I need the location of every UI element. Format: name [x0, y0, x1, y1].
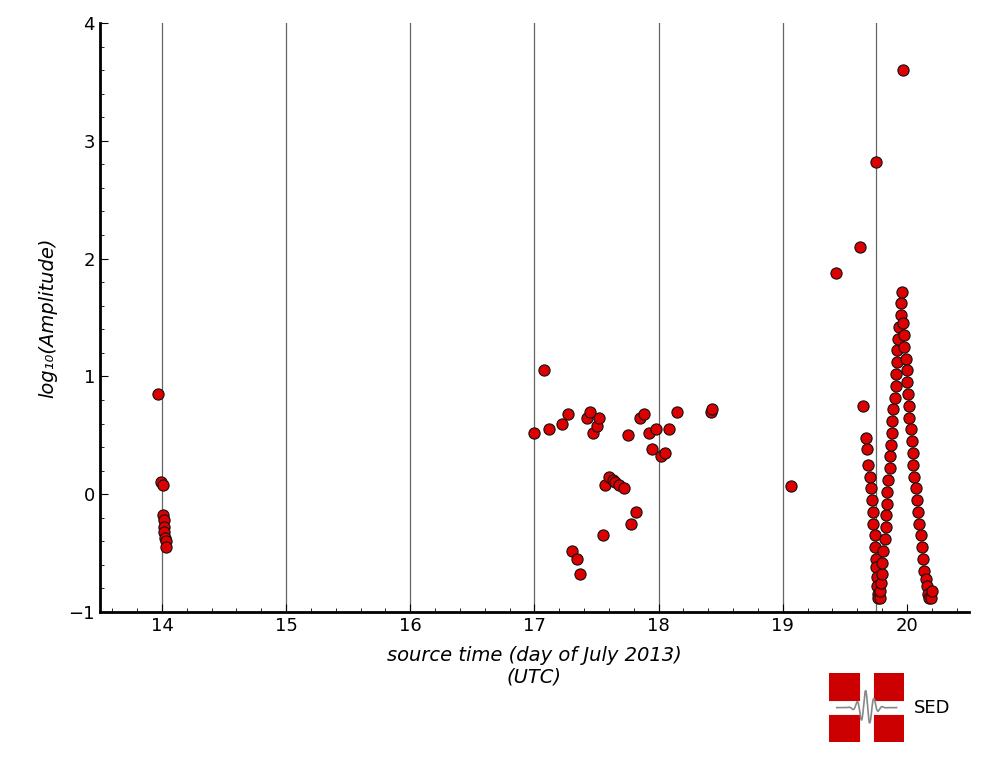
Point: [884, 415, 900, 428]
Point: [898, 353, 914, 365]
Point: [874, 568, 890, 581]
Point: [870, 592, 886, 604]
Point: [899, 364, 915, 376]
Point: [553, 418, 569, 430]
Point: [628, 506, 644, 518]
Point: [669, 405, 685, 418]
Point: [889, 356, 905, 369]
Point: [591, 412, 607, 424]
Point: [607, 477, 623, 489]
Point: [893, 309, 909, 321]
Point: [906, 470, 922, 483]
Point: [158, 536, 174, 548]
Point: [911, 518, 927, 530]
Point: [879, 486, 895, 498]
Point: [597, 479, 613, 491]
Point: [155, 479, 171, 491]
Point: [869, 571, 885, 583]
Point: [644, 443, 660, 455]
Point: [157, 532, 173, 544]
Point: [660, 423, 676, 435]
Point: [909, 494, 925, 506]
Point: [604, 474, 620, 487]
Point: [859, 443, 875, 455]
Point: [153, 477, 169, 489]
Point: [903, 423, 919, 435]
Point: [914, 541, 930, 553]
Point: [632, 412, 648, 424]
Point: [640, 427, 656, 439]
Point: [783, 480, 799, 492]
Point: [157, 526, 173, 538]
Point: [560, 408, 576, 420]
Point: [156, 514, 172, 526]
Point: [868, 561, 884, 573]
Point: [878, 521, 894, 533]
Point: [922, 592, 938, 604]
Point: [870, 588, 886, 601]
Point: [890, 333, 906, 345]
Point: [875, 545, 891, 557]
Point: [916, 565, 932, 577]
Point: [563, 545, 579, 557]
Point: [872, 592, 888, 604]
Point: [852, 241, 868, 253]
Text: SED: SED: [914, 698, 951, 717]
Point: [582, 405, 598, 418]
Point: [905, 459, 921, 471]
Point: [541, 423, 557, 435]
Point: [601, 470, 617, 483]
Point: [855, 400, 871, 412]
Point: [876, 533, 892, 545]
Point: [893, 298, 909, 310]
Point: [865, 518, 881, 530]
Point: [886, 392, 902, 404]
Point: [908, 482, 924, 494]
Point: [896, 329, 912, 341]
Point: [525, 427, 541, 439]
Point: [702, 405, 718, 418]
Point: [881, 462, 897, 474]
Point: [860, 459, 876, 471]
Point: [884, 427, 900, 439]
Point: [888, 368, 904, 380]
Point: [895, 317, 911, 330]
Point: [635, 408, 651, 420]
Point: [905, 447, 921, 459]
Point: [584, 427, 600, 439]
Point: [921, 592, 937, 604]
Point: [653, 451, 669, 463]
Point: [867, 541, 883, 553]
Point: [568, 553, 584, 565]
Point: [881, 451, 897, 463]
Point: [915, 553, 931, 565]
Point: [901, 400, 917, 412]
Y-axis label: log₁₀(Amplitude): log₁₀(Amplitude): [38, 237, 57, 398]
Point: [867, 529, 883, 542]
Point: [874, 556, 890, 568]
Point: [863, 482, 879, 494]
Point: [619, 429, 635, 441]
Point: [868, 553, 884, 565]
Point: [885, 403, 901, 415]
Point: [889, 344, 905, 356]
Point: [894, 285, 910, 298]
Point: [869, 580, 885, 592]
X-axis label: source time (day of July 2013)
(UTC): source time (day of July 2013) (UTC): [387, 646, 682, 687]
Point: [913, 529, 929, 542]
Point: [879, 497, 895, 509]
Point: [924, 584, 940, 597]
Point: [611, 479, 627, 491]
Point: [865, 506, 881, 518]
Point: [920, 588, 936, 601]
Point: [594, 529, 610, 542]
Point: [900, 388, 916, 400]
Point: [862, 470, 878, 483]
Point: [536, 364, 552, 376]
Point: [155, 509, 171, 522]
Point: [572, 568, 588, 581]
Point: [864, 494, 880, 506]
Point: [901, 412, 917, 424]
Point: [615, 482, 631, 494]
Point: [919, 580, 935, 592]
